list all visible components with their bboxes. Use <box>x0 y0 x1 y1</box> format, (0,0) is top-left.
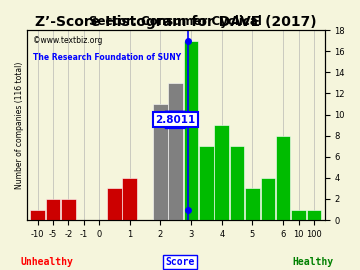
Bar <box>215 125 229 220</box>
Text: 2.8011: 2.8011 <box>156 115 196 125</box>
Text: Healthy: Healthy <box>293 256 334 266</box>
Bar <box>122 178 137 220</box>
Bar <box>199 146 214 220</box>
Text: Score: Score <box>165 256 195 266</box>
Text: Unhealthy: Unhealthy <box>21 256 73 266</box>
Bar <box>291 210 306 220</box>
Text: ©www.textbiz.org: ©www.textbiz.org <box>33 36 102 45</box>
Text: The Research Foundation of SUNY: The Research Foundation of SUNY <box>33 53 181 62</box>
Bar <box>168 83 183 220</box>
Bar <box>107 188 122 220</box>
Bar <box>46 199 60 220</box>
Bar <box>245 188 260 220</box>
Bar <box>230 146 244 220</box>
Bar <box>261 178 275 220</box>
Text: Sector: Consumer Cyclical: Sector: Consumer Cyclical <box>89 15 262 28</box>
Bar <box>30 210 45 220</box>
Y-axis label: Number of companies (116 total): Number of companies (116 total) <box>15 62 24 189</box>
Bar <box>61 199 76 220</box>
Bar <box>276 136 291 220</box>
Title: Z’-Score Histogram for DAVE (2017): Z’-Score Histogram for DAVE (2017) <box>35 15 316 29</box>
Bar <box>153 104 168 220</box>
Bar <box>307 210 321 220</box>
Bar <box>184 41 198 220</box>
